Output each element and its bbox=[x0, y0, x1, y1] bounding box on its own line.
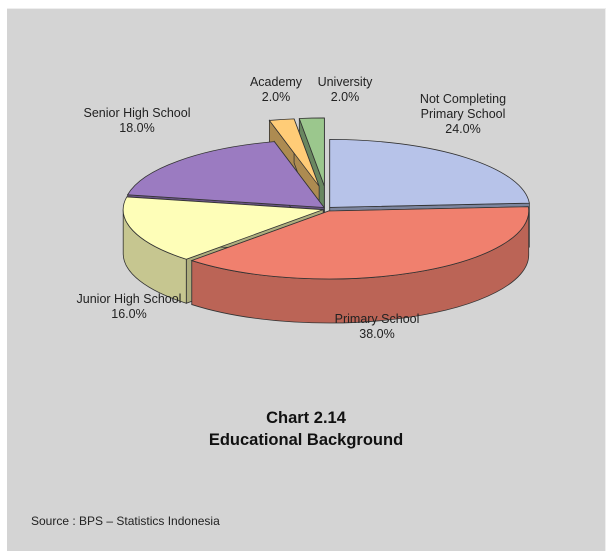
chart-title: Educational Background bbox=[208, 431, 404, 449]
pie-slice-top bbox=[190, 206, 530, 280]
pie-slice bbox=[190, 206, 530, 324]
slice-value: 24.0% bbox=[445, 122, 480, 136]
slice-category: Primary School bbox=[421, 107, 506, 121]
chart-panel: Not Completing Primary School 24.0% Primary… bbox=[7, 8, 606, 551]
slice-category: Primary School bbox=[335, 312, 420, 326]
slice-category: University bbox=[318, 75, 374, 89]
slice-category: Academy bbox=[250, 75, 303, 89]
source-note: Source : BPS – Statistics Indonesia bbox=[31, 514, 220, 528]
slice-value: 18.0% bbox=[119, 121, 154, 135]
chart-caption: Chart 2.14 Educational Background bbox=[7, 407, 605, 451]
slice-value: 2.0% bbox=[331, 90, 360, 104]
slice-label: Not Completing Primary School 24.0% bbox=[420, 92, 506, 136]
slice-value: 16.0% bbox=[111, 307, 146, 321]
slice-label: Primary School 38.0% bbox=[335, 312, 420, 341]
slice-label: Junior High School 16.0% bbox=[77, 292, 182, 321]
slice-label: Academy 2.0% bbox=[250, 75, 303, 104]
slice-label: Senior High School 18.0% bbox=[83, 106, 190, 135]
pie-slice-top bbox=[122, 196, 324, 260]
chart-number: Chart 2.14 bbox=[266, 409, 346, 427]
pie-slice-top bbox=[126, 141, 325, 208]
pie-slice-top bbox=[298, 117, 325, 187]
slice-value: 2.0% bbox=[262, 90, 291, 104]
slice-label: University 2.0% bbox=[318, 75, 374, 104]
slice-value: 38.0% bbox=[359, 327, 394, 341]
pie-slice-top bbox=[268, 118, 320, 187]
pie-chart: Not Completing Primary School 24.0%Primary… bbox=[77, 75, 530, 341]
slice-category: Not Completing bbox=[420, 92, 506, 106]
slice-category: Senior High School bbox=[83, 106, 190, 120]
slice-category: Junior High School bbox=[77, 292, 182, 306]
pie-slice-top bbox=[329, 138, 530, 208]
